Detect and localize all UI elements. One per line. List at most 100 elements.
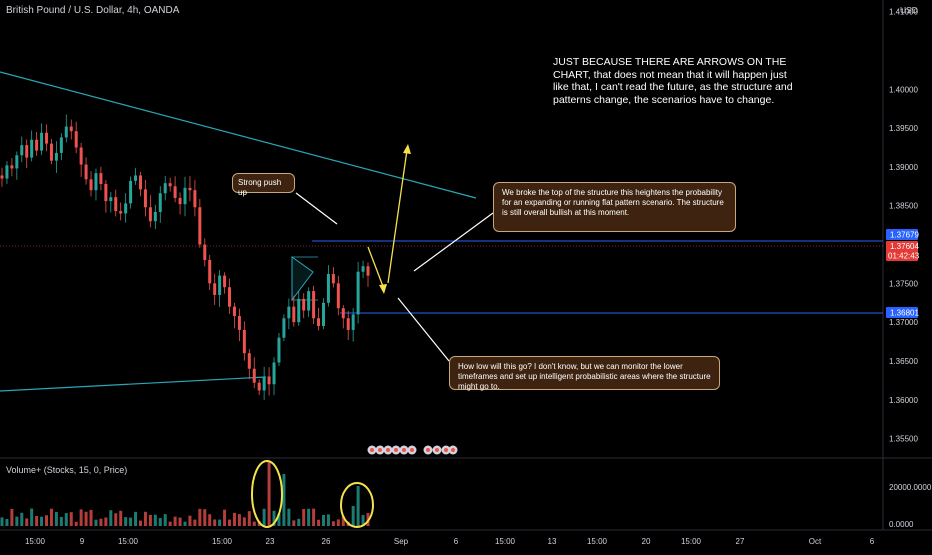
- candle-body: [366, 266, 370, 276]
- candle-body: [183, 187, 187, 205]
- how-low-callout[interactable]: How low will this go? I don't know, but …: [449, 356, 720, 391]
- arrow-up-leg: [387, 149, 408, 284]
- candle-body: [346, 318, 350, 330]
- x-tick-label: 20: [642, 537, 651, 546]
- x-tick-label: 9: [80, 537, 85, 546]
- candle-body: [15, 155, 19, 169]
- volume-bar: [312, 508, 316, 526]
- upper-level-badge: [886, 229, 918, 240]
- candle-body: [49, 143, 53, 161]
- y-tick-label: 1.35500: [889, 435, 918, 444]
- candle-body: [307, 291, 311, 311]
- candle-body: [0, 175, 4, 179]
- volume-bar: [168, 521, 172, 526]
- candle-body: [173, 186, 177, 198]
- volume-bar: [307, 508, 311, 526]
- x-axis[interactable]: 15:00 9 15:00 15:00 23 26 Sep 6 15:00 13 15:00 20 15…: [25, 537, 875, 546]
- strong-push-callout[interactable]: Strong push up: [232, 173, 295, 197]
- volume-bar: [104, 517, 108, 526]
- volume-bar: [361, 515, 365, 526]
- candle-body: [267, 376, 271, 385]
- price-badges[interactable]: 1.37679 1.37604 01:42:43 1.36801: [886, 229, 920, 318]
- lower-trendline[interactable]: [0, 376, 267, 392]
- upper-level-badge-text: 1.37679: [890, 231, 919, 240]
- volume-bar: [10, 508, 14, 526]
- volume-bar: [5, 518, 9, 526]
- structure-callout[interactable]: We broke the top of the structure this h…: [493, 182, 736, 232]
- candle-body: [317, 318, 321, 327]
- candle-body: [287, 306, 291, 319]
- volume-bar: [287, 508, 291, 526]
- projection-arrows[interactable]: [367, 144, 411, 294]
- x-tick-label: 26: [322, 537, 331, 546]
- volume-bar: [74, 521, 78, 526]
- candle-body: [163, 183, 167, 194]
- x-tick-label: 13: [548, 537, 557, 546]
- last-price-badge: [886, 241, 918, 261]
- volume-bar: [282, 474, 286, 526]
- candle-body: [54, 152, 58, 161]
- volume-indicator-label: Volume+ (Stocks, 15, 0, Price): [6, 465, 128, 475]
- volume-bar: [129, 517, 133, 526]
- volume-bar: [138, 520, 142, 526]
- volume-bar: [64, 513, 68, 526]
- candle-body: [79, 147, 83, 165]
- volume-bar: [163, 514, 167, 526]
- candle-body: [119, 211, 123, 214]
- upper-trendline[interactable]: [0, 71, 477, 199]
- x-tick-label: 23: [266, 537, 275, 546]
- candle-body: [104, 183, 108, 202]
- volume-bar: [109, 510, 113, 526]
- candle-body: [94, 173, 98, 191]
- volume-bar: [218, 519, 222, 526]
- volume-circle-2: [340, 482, 374, 528]
- arrow-down-head: [379, 284, 387, 294]
- volume-bar: [148, 514, 152, 526]
- candle-body: [312, 291, 316, 319]
- y-axis[interactable]: 1.410001.400001.395001.390001.385001.380…: [889, 8, 918, 444]
- candle-body: [64, 126, 68, 138]
- candle-series[interactable]: [0, 114, 370, 401]
- candle-body: [158, 193, 162, 212]
- volume-bar: [198, 508, 202, 526]
- candle-body: [321, 302, 325, 327]
- y-tick-label: 1.39500: [889, 124, 918, 133]
- volume-bar: [134, 511, 138, 526]
- x-tick-label: 15:00: [587, 537, 608, 546]
- volume-bar: [69, 512, 73, 526]
- how-low-callout-text: How low will this go? I don't know, but …: [458, 362, 711, 391]
- volume-bar: [143, 511, 147, 526]
- volume-bar: [79, 509, 83, 526]
- candle-body: [326, 274, 330, 303]
- event-flags[interactable]: [367, 445, 458, 455]
- volume-bar: [89, 509, 93, 526]
- candle-body: [59, 137, 63, 153]
- volume-bar: [158, 518, 162, 526]
- callout-pointers: [295, 192, 494, 362]
- x-tick-label: Sep: [394, 537, 409, 546]
- candle-body: [232, 306, 236, 316]
- volume-bar: [208, 514, 212, 526]
- candle-body: [247, 353, 251, 369]
- volume-highlight-circles[interactable]: [251, 460, 374, 528]
- candle-body: [336, 283, 340, 309]
- candle-body: [228, 287, 232, 307]
- volume-bar: [119, 510, 123, 526]
- volume-bar: [153, 514, 157, 526]
- disclaimer-note[interactable]: JUST BECAUSE THERE ARE ARROWS ON THE CHA…: [553, 56, 793, 106]
- candle-body: [84, 164, 88, 180]
- volume-bar: [297, 518, 301, 526]
- candle-body: [351, 314, 355, 330]
- y-tick-label: 1.37000: [889, 318, 918, 327]
- triangle-pattern[interactable]: [291, 256, 314, 302]
- volume-circle-1: [251, 460, 283, 528]
- volume-bar: [331, 521, 335, 526]
- candle-body: [223, 275, 227, 288]
- candle-body: [203, 244, 207, 261]
- x-tick-label: Oct: [809, 537, 822, 546]
- x-tick-label: 15:00: [25, 537, 46, 546]
- x-tick-label: 27: [736, 537, 745, 546]
- y-tick-label: 1.41000: [889, 8, 918, 17]
